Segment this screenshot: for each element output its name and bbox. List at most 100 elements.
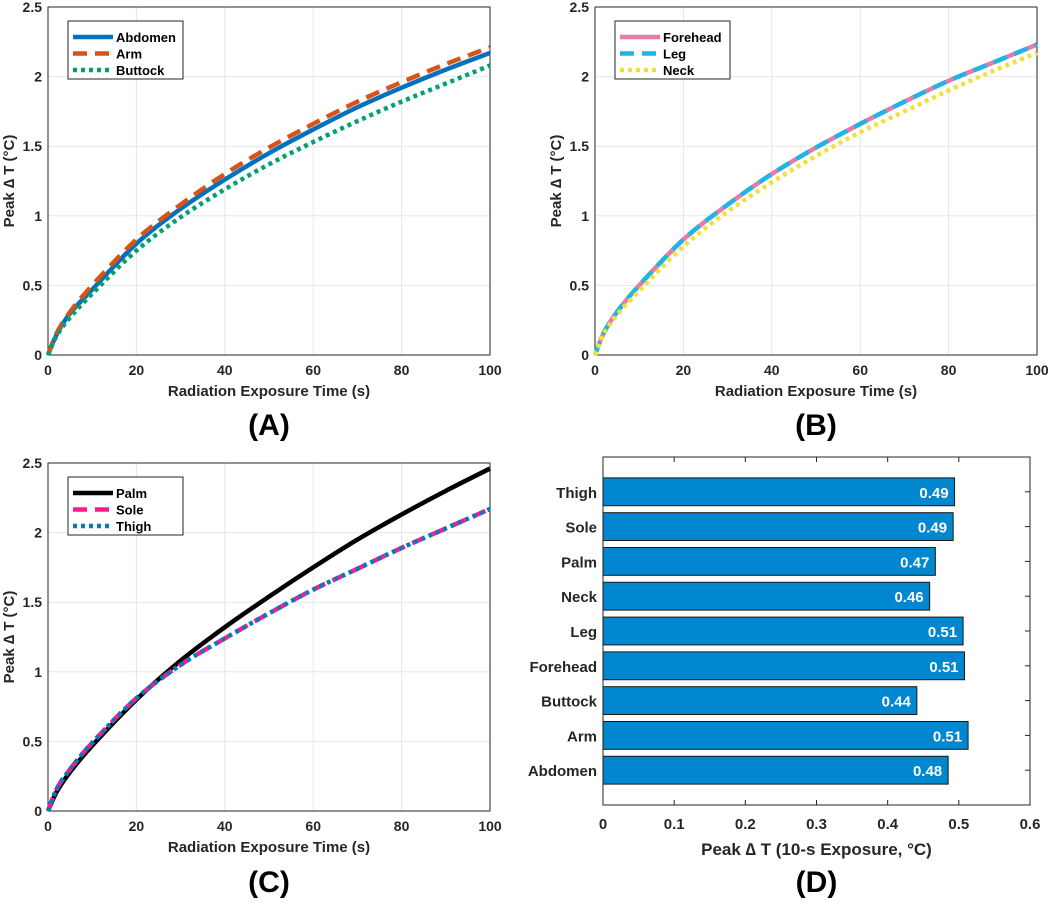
x-tick-label: 40 — [217, 818, 233, 834]
y-tick-label: 1.5 — [23, 138, 43, 154]
y-tick-label: Neck — [561, 589, 598, 606]
axes-box — [47, 6, 491, 356]
y-tick-label: Buttock — [541, 694, 597, 711]
x-tick-label: 100 — [478, 818, 502, 834]
x-tick-label: 80 — [394, 818, 410, 834]
bar-neck — [602, 581, 931, 611]
y-axis-label: Peak ∆ T (°C) — [548, 135, 565, 228]
data-label: 0.48 — [913, 763, 942, 780]
series-line-thigh — [45, 506, 491, 812]
x-tick-label: 20 — [676, 362, 692, 378]
y-tick-label: 2.5 — [570, 0, 590, 15]
y-axis-label: Peak ∆ T (°C) — [1, 591, 18, 684]
bar-abdomen — [602, 755, 949, 785]
panel-0: (A) 0 20 40 60 80 100 0 0.5 1 1.5 2 2.5 Radiation Exp… — [1, 0, 502, 442]
y-tick-label: 0.5 — [23, 277, 43, 293]
legend-label: Palm — [116, 486, 147, 501]
y-tick-label: 0 — [34, 803, 42, 819]
bar-arm — [602, 720, 969, 750]
x-tick-label: 0.5 — [948, 816, 969, 833]
x-tick-label: 60 — [852, 362, 868, 378]
data-label: 0.51 — [933, 728, 962, 745]
bar-forehead — [602, 651, 966, 681]
x-axis-label: Radiation Exposure Time (s) — [715, 383, 917, 400]
x-tick-label: 0.1 — [664, 816, 685, 833]
x-tick-label: 0.3 — [806, 816, 827, 833]
bar-leg — [602, 616, 964, 646]
panel-1: (B) 0 20 40 60 80 100 0 0.5 1 1.5 2 2.5 Radiation Exp… — [548, 0, 1049, 442]
y-tick-label: Palm — [561, 554, 597, 571]
legend-label: Leg — [663, 47, 686, 62]
panel-label: (C) — [248, 866, 290, 899]
x-axis-label: Radiation Exposure Time (s) — [168, 383, 370, 400]
legend-label: Buttock — [116, 63, 165, 78]
y-tick-label: 0 — [34, 347, 42, 363]
legend-label: Sole — [116, 503, 143, 518]
y-axis-label: Peak ∆ T (°C) — [1, 135, 18, 228]
data-label: 0.51 — [929, 659, 958, 676]
y-tick-label: 2 — [34, 69, 42, 85]
y-tick-label: 1.5 — [23, 594, 43, 610]
x-tick-label: 0.2 — [735, 816, 756, 833]
x-tick-label: 0 — [44, 818, 52, 834]
panel-2: (C) 0 20 40 60 80 100 0 0.5 1 1.5 2 2.5 Radiation Exp… — [1, 455, 502, 899]
y-tick-label: 1 — [34, 664, 42, 680]
data-label: 0.49 — [919, 485, 948, 502]
y-tick-label: Arm — [567, 728, 597, 745]
data-label: 0.51 — [928, 624, 957, 641]
legend-label: Arm — [116, 47, 142, 62]
y-tick-label: 1 — [34, 208, 42, 224]
bar-sole — [602, 512, 954, 542]
y-tick-label: 0 — [581, 347, 589, 363]
data-label: 0.49 — [918, 520, 947, 537]
series-line-arm — [45, 45, 491, 356]
y-tick-label: 2.5 — [23, 0, 43, 15]
y-tick-label: Abdomen — [528, 763, 597, 780]
x-tick-label: 80 — [941, 362, 957, 378]
bar-thigh — [602, 477, 956, 507]
bar-buttock — [602, 686, 918, 716]
axes-box — [47, 462, 491, 812]
x-tick-label: 0 — [591, 362, 599, 378]
x-tick-label: 20 — [129, 362, 145, 378]
data-label: 0.44 — [882, 694, 912, 711]
y-tick-label: Forehead — [529, 659, 597, 676]
series-line-neck — [592, 50, 1038, 356]
legend-label: Neck — [663, 63, 695, 78]
legend-label: Forehead — [663, 30, 722, 45]
x-tick-label: 0 — [44, 362, 52, 378]
y-tick-label: 0.5 — [570, 277, 590, 293]
data-label: 0.47 — [900, 554, 929, 571]
x-tick-label: 60 — [305, 362, 321, 378]
x-tick-label: 60 — [305, 818, 321, 834]
y-tick-label: Sole — [565, 520, 597, 537]
y-tick-label: 2 — [34, 525, 42, 541]
x-tick-label: 100 — [1025, 362, 1049, 378]
x-tick-label: 40 — [217, 362, 233, 378]
data-label: 0.46 — [894, 589, 923, 606]
x-tick-label: 0 — [599, 816, 607, 833]
y-tick-label: 1 — [581, 208, 589, 224]
x-tick-label: 0.4 — [877, 816, 899, 833]
y-tick-label: 2.5 — [23, 455, 43, 471]
x-axis-label: Radiation Exposure Time (s) — [168, 839, 370, 856]
y-tick-label: 2 — [581, 69, 589, 85]
panel-label: (B) — [795, 409, 837, 442]
y-tick-label: Thigh — [556, 485, 597, 502]
panel-label: (D) — [796, 866, 838, 899]
x-tick-label: 40 — [764, 362, 780, 378]
x-tick-label: 100 — [478, 362, 502, 378]
series-line-buttock — [45, 63, 491, 356]
x-tick-label: 80 — [394, 362, 410, 378]
y-tick-label: Leg — [570, 624, 597, 641]
legend-label: Abdomen — [116, 30, 176, 45]
panel-label: (A) — [248, 409, 290, 442]
bar-palm — [602, 546, 936, 576]
axes-box — [594, 6, 1038, 356]
x-axis-label: Peak ∆ T (10-s Exposure, °C) — [701, 840, 932, 859]
legend-label: Thigh — [116, 519, 151, 534]
